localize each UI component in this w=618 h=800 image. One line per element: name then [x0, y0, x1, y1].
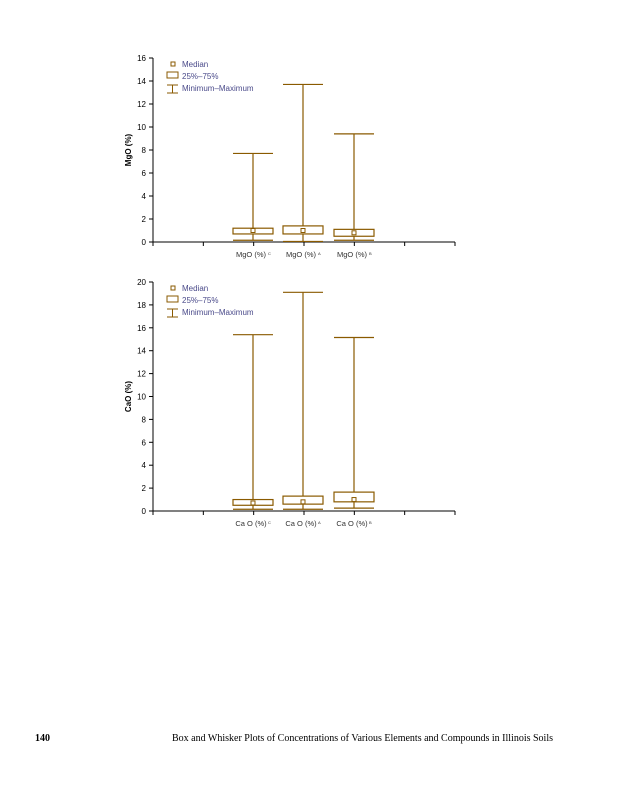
chart-1: 0 2 4 6 8 10 12 14 16 MgO (%) Median 25%–75% Minimum…	[124, 54, 456, 259]
y-tick-label: 16	[137, 324, 146, 333]
y-tick-label: 2	[142, 484, 147, 493]
y-tick-label: 2	[142, 215, 147, 224]
page-number: 140	[35, 733, 50, 744]
legend-median-icon	[170, 285, 176, 291]
y-tick-label: 12	[137, 100, 146, 109]
y-tick-label: 12	[137, 370, 146, 379]
y-axis-label: MgO (%)	[124, 133, 133, 166]
y-tick-label: 4	[142, 461, 147, 470]
legend-box: 25%–75%	[182, 296, 218, 305]
page-footer-title: Box and Whisker Plots of Concentrations …	[172, 733, 554, 744]
y-tick-label: 10	[137, 393, 146, 402]
y-tick-label: 10	[137, 123, 146, 132]
median-marker	[351, 230, 357, 236]
legend-range-icon	[167, 84, 178, 94]
x-tick-superscript: B	[369, 251, 372, 256]
legend-box-icon	[166, 71, 179, 79]
x-tick-label: Ca O (%)	[235, 519, 267, 528]
legend-range: Minimum–Maximum	[182, 308, 254, 317]
legend-range-icon	[167, 308, 178, 318]
y-tick-label: 14	[137, 347, 146, 356]
y-tick-label: 0	[142, 238, 147, 247]
legend-box: 25%–75%	[182, 72, 218, 81]
y-tick-label: 8	[142, 415, 147, 424]
median-marker	[250, 228, 256, 233]
x-tick-superscript: A	[318, 520, 321, 525]
x-tick-label: Ca O (%)	[285, 519, 317, 528]
legend-median: Median	[182, 284, 208, 293]
y-tick-label: 0	[142, 507, 147, 516]
x-tick-label: Ca O (%)	[336, 519, 368, 528]
median-marker	[250, 500, 256, 506]
y-tick-label: 6	[142, 438, 147, 447]
median-marker	[300, 499, 306, 505]
y-axis-label: CaO (%)	[124, 381, 133, 412]
y-tick-label: 4	[142, 192, 147, 201]
y-tick-label: 16	[137, 54, 146, 63]
legend-median: Median	[182, 60, 208, 69]
y-tick-label: 6	[142, 169, 147, 178]
x-tick-superscript: C	[268, 520, 271, 525]
y-tick-label: 18	[137, 301, 146, 310]
y-tick-label: 20	[137, 278, 146, 287]
y-tick-label: 8	[142, 146, 147, 155]
legend-box-icon	[166, 295, 179, 303]
median-marker	[351, 497, 357, 503]
y-tick-label: 14	[137, 77, 146, 86]
legend-range: Minimum–Maximum	[182, 84, 254, 93]
chart-2: 0 2 4 6 8 10 12 14 16 18 20 CaO (%) Median 25%–75% Min…	[124, 278, 456, 528]
x-tick-superscript: B	[369, 520, 372, 525]
x-tick-label: MgO (%)	[337, 250, 368, 259]
x-tick-superscript: A	[318, 251, 321, 256]
x-tick-superscript: C	[268, 251, 271, 256]
x-tick-label: MgO (%)	[286, 250, 317, 259]
legend-median-icon	[170, 61, 176, 67]
median-marker	[300, 228, 306, 233]
x-tick-label: MgO (%)	[236, 250, 267, 259]
